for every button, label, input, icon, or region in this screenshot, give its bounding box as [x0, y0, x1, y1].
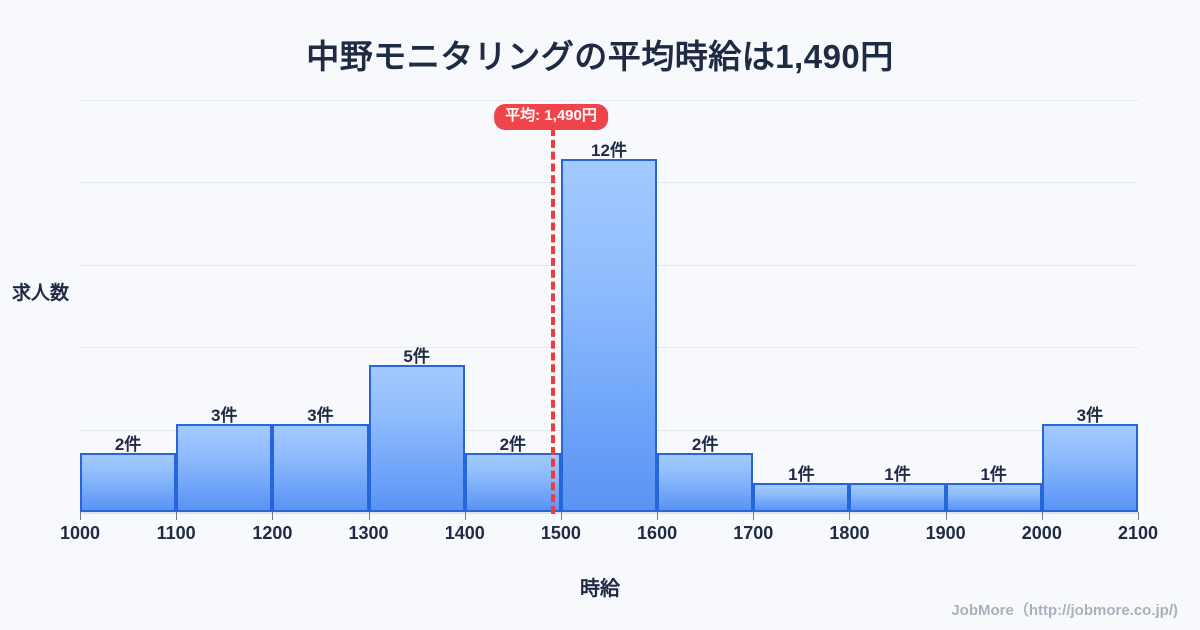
x-tick-mark: [465, 512, 466, 520]
y-axis-title: 求人数: [12, 283, 70, 304]
x-tick-mark: [80, 512, 81, 520]
bar-value-label: 3件: [1076, 405, 1104, 425]
plot-area: [80, 100, 1138, 512]
x-tick-label: 1400: [444, 523, 485, 543]
bar-value-label: 1件: [788, 464, 815, 484]
gridline: [80, 100, 1138, 101]
bar[interactable]: [368, 364, 465, 512]
bar-value-label: 1件: [884, 464, 911, 484]
bar[interactable]: [1041, 423, 1138, 512]
bar[interactable]: [80, 453, 177, 512]
bar-value-label: 12件: [591, 140, 627, 160]
x-tick-label: 1200: [252, 523, 293, 543]
chart-title: 中野モニタリングの平均時給は1,490円: [306, 38, 894, 75]
bar[interactable]: [753, 482, 850, 512]
bar[interactable]: [272, 423, 369, 512]
x-tick-label: 1700: [733, 523, 774, 543]
bar-value-label: 2件: [114, 435, 142, 455]
bar[interactable]: [657, 453, 754, 512]
x-tick-mark: [176, 512, 177, 520]
bar[interactable]: [945, 482, 1042, 512]
bar-value-label: 3件: [307, 405, 334, 425]
x-axis-title: 時給: [580, 578, 620, 600]
x-tick-label: 1100: [156, 523, 196, 543]
bars-layer: [80, 100, 1138, 512]
x-tick-mark: [1042, 512, 1043, 520]
bar[interactable]: [176, 423, 273, 512]
x-tick-label: 2000: [1021, 523, 1062, 543]
x-tick-mark: [753, 512, 754, 520]
x-tick-mark: [1138, 512, 1139, 520]
x-tick-label: 2100: [1117, 523, 1159, 543]
bar[interactable]: [849, 482, 946, 512]
x-tick-label: 1300: [348, 523, 389, 543]
x-tick-mark: [657, 512, 658, 520]
x-tick-mark: [849, 512, 850, 520]
x-tick-mark: [272, 512, 273, 520]
x-tick-label: 1000: [59, 523, 101, 543]
bar[interactable]: [560, 158, 658, 512]
x-tick-label: 1900: [925, 523, 966, 543]
x-tick-label: 1600: [637, 523, 678, 543]
bar-value-label: 2件: [499, 435, 527, 455]
x-tick-label: 1500: [540, 523, 581, 543]
x-tick-mark: [561, 512, 562, 520]
bar[interactable]: [464, 453, 561, 512]
x-tick-mark: [369, 512, 370, 520]
footer-credit: JobMore（http://jobmore.co.jp/): [951, 602, 1178, 619]
bar-value-label: 5件: [403, 346, 430, 366]
x-tick-mark: [946, 512, 947, 520]
bar-value-label: 1件: [980, 464, 1007, 484]
bar-value-label: 3件: [211, 405, 238, 425]
x-tick-label: 1800: [829, 523, 870, 543]
average-badge: 平均: 1,490円: [494, 104, 608, 130]
average-line: [551, 128, 555, 514]
bar-value-label: 2件: [691, 435, 719, 455]
x-axis-baseline: [80, 512, 1138, 514]
